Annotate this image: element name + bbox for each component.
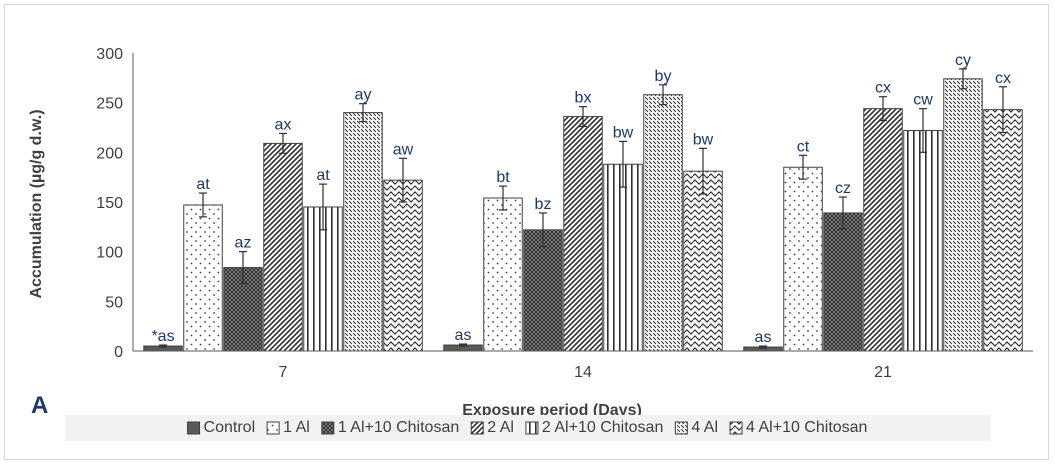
legend-swatch — [321, 421, 335, 435]
x-axis-label: Exposure period (Days) — [462, 402, 642, 419]
legend-label: 2 Al — [487, 419, 514, 436]
significance-label: aw — [393, 141, 414, 158]
significance-label: bw — [693, 131, 714, 148]
legend: Control 1 Al 1 Al+10 Chitosan 2 Al 2 Al+10 C… — [65, 415, 990, 441]
y-tick-label: 0 — [114, 344, 123, 361]
bar-4-al — [943, 78, 983, 352]
legend-item: 2 Al — [470, 419, 514, 436]
significance-label: cx — [995, 70, 1011, 87]
y-tick-label: 250 — [96, 96, 123, 113]
bar-1-al-10-chitosan — [823, 212, 863, 352]
significance-label: *as — [151, 328, 174, 345]
y-tick-label: 150 — [96, 195, 123, 212]
bar-1-al — [483, 197, 523, 352]
significance-label: as — [755, 329, 772, 346]
bar-2-al-10-chitosan — [903, 129, 943, 352]
legend-swatch — [729, 421, 743, 435]
legend-item: 4 Al+10 Chitosan — [729, 419, 867, 436]
significance-label: as — [455, 327, 472, 344]
significance-label: by — [655, 68, 672, 85]
significance-label: cx — [875, 80, 891, 97]
legend-item: 4 Al — [674, 419, 718, 436]
bar-1-al-10-chitosan — [523, 229, 563, 352]
significance-label: cy — [955, 52, 971, 69]
legend-item: 2 Al+10 Chitosan — [525, 419, 663, 436]
legend-swatch — [470, 421, 484, 435]
bar-4-al — [643, 94, 683, 352]
bar-1-al — [183, 204, 223, 352]
x-tick-label: 7 — [279, 364, 288, 381]
legend-label: 1 Al+10 Chitosan — [338, 419, 459, 436]
significance-label: at — [316, 167, 330, 184]
significance-label: az — [235, 235, 252, 252]
significance-label: ay — [355, 87, 372, 104]
legend-label: 2 Al+10 Chitosan — [542, 419, 663, 436]
legend-item: Control — [187, 419, 256, 436]
significance-label: ct — [797, 138, 810, 155]
bar-4-al — [343, 112, 383, 352]
legend-item: 1 Al+10 Chitosan — [321, 419, 459, 436]
bar-4-al-10-chitosan — [383, 179, 423, 352]
significance-label: bz — [535, 196, 552, 213]
y-tick-label: 50 — [105, 294, 123, 311]
bar-chart: 0 50 100 150 200 250 300 *as at az ax at ay aw 7 as bt bz… — [28, 46, 1033, 441]
significance-label: cz — [835, 180, 851, 197]
significance-label: at — [196, 176, 210, 193]
bar-2-al — [863, 108, 903, 352]
bar-4-al-10-chitosan — [983, 109, 1023, 352]
bar-1-al — [783, 166, 823, 352]
y-tick-label: 200 — [96, 145, 123, 162]
legend-swatch — [674, 421, 688, 435]
bar-2-al — [263, 142, 303, 352]
significance-label: bt — [496, 169, 510, 186]
legend-label: Control — [204, 419, 256, 436]
legend-label: 1 Al — [283, 419, 310, 436]
significance-label: ax — [275, 116, 292, 133]
y-tick-label: 300 — [96, 46, 123, 63]
legend-label: 4 Al+10 Chitosan — [746, 419, 867, 436]
panel-label: A — [31, 392, 48, 419]
x-tick-label: 14 — [574, 364, 592, 381]
legend-swatch — [266, 421, 280, 435]
significance-label: bx — [575, 90, 592, 107]
chart-frame: 0 50 100 150 200 250 300 *as at az ax at ay aw 7 as bt bz… — [4, 4, 1049, 460]
y-axis-label: Accumulation (µg/g d.w.) — [28, 109, 45, 298]
legend-item: 1 Al — [266, 419, 310, 436]
bar-4-al-10-chitosan — [683, 170, 723, 352]
legend-label: 4 Al — [691, 419, 718, 436]
y-tick-label: 100 — [96, 245, 123, 262]
legend-swatch — [187, 421, 201, 435]
x-tick-label: 21 — [874, 364, 892, 381]
bar-2-al — [563, 116, 603, 352]
significance-label: bw — [613, 124, 634, 141]
significance-label: cw — [913, 92, 933, 109]
plot-area: 0 50 100 150 200 250 300 *as at az ax at ay aw 7 as bt bz… — [96, 46, 1033, 381]
legend-swatch — [525, 421, 539, 435]
bar-2-al-10-chitosan — [603, 163, 643, 352]
